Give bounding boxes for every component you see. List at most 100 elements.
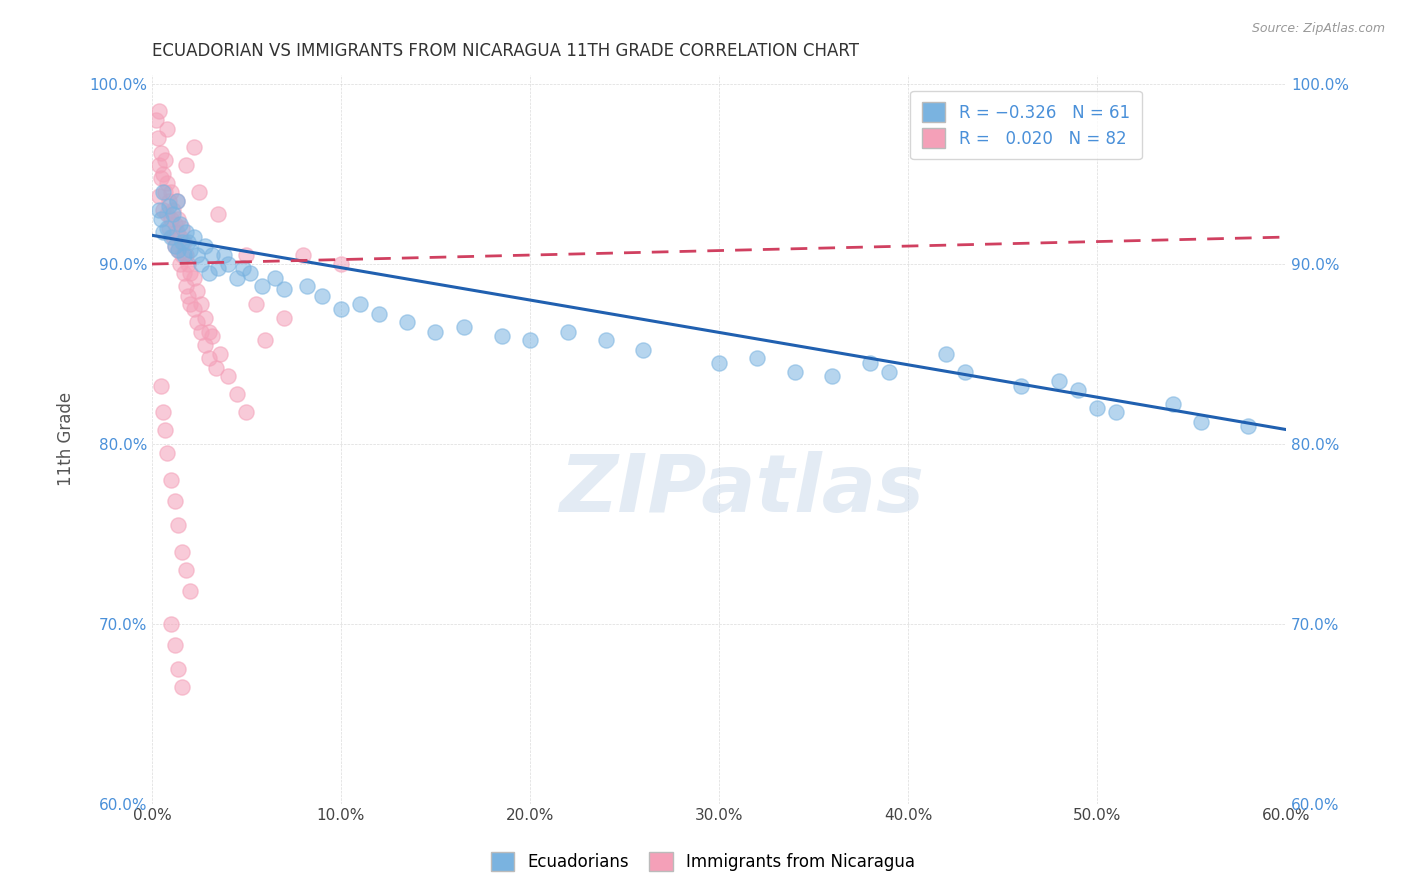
Point — [169, 218, 191, 232]
Point — [205, 361, 228, 376]
Point — [172, 680, 194, 694]
Point — [163, 239, 186, 253]
Point — [183, 271, 205, 285]
Point — [250, 278, 273, 293]
Point — [212, 248, 235, 262]
Point — [163, 494, 186, 508]
Point — [160, 230, 183, 244]
Point — [329, 301, 352, 316]
Point — [152, 185, 174, 199]
Point — [273, 311, 295, 326]
Point — [167, 517, 190, 532]
Point — [953, 365, 976, 379]
Legend: Ecuadorians, Immigrants from Nicaragua: Ecuadorians, Immigrants from Nicaragua — [482, 843, 924, 880]
Point — [152, 404, 174, 418]
Point — [150, 212, 173, 227]
Point — [167, 243, 190, 257]
Point — [239, 266, 262, 280]
Point — [190, 257, 212, 271]
Point — [148, 158, 170, 172]
Point — [156, 446, 179, 460]
Point — [453, 320, 475, 334]
Point — [162, 203, 184, 218]
Point — [177, 235, 200, 250]
Point — [179, 266, 201, 280]
Point — [172, 545, 194, 559]
Point — [194, 311, 217, 326]
Point — [153, 185, 176, 199]
Point — [633, 343, 655, 358]
Point — [263, 271, 285, 285]
Legend: R = −0.326   N = 61, R =   0.020   N = 82: R = −0.326 N = 61, R = 0.020 N = 82 — [911, 91, 1142, 160]
Point — [174, 248, 197, 262]
Point — [859, 356, 882, 370]
Point — [1105, 404, 1128, 418]
Point — [877, 365, 900, 379]
Point — [745, 351, 768, 365]
Point — [163, 239, 186, 253]
Point — [166, 194, 188, 208]
Point — [935, 347, 957, 361]
Point — [173, 235, 195, 250]
Point — [197, 326, 219, 340]
Point — [186, 315, 208, 329]
Point — [177, 289, 200, 303]
Point — [197, 351, 219, 365]
Point — [162, 230, 184, 244]
Point — [349, 296, 371, 310]
Point — [707, 356, 730, 370]
Text: ZIPatlas: ZIPatlas — [560, 451, 924, 529]
Point — [235, 404, 257, 418]
Point — [167, 243, 190, 257]
Point — [207, 260, 229, 275]
Text: Source: ZipAtlas.com: Source: ZipAtlas.com — [1251, 22, 1385, 36]
Point — [179, 296, 201, 310]
Point — [1067, 383, 1090, 397]
Point — [254, 333, 277, 347]
Point — [179, 584, 201, 599]
Y-axis label: 11th Grade: 11th Grade — [58, 392, 75, 486]
Point — [197, 266, 219, 280]
Point — [174, 158, 197, 172]
Point — [152, 225, 174, 239]
Point — [150, 145, 173, 160]
Point — [174, 563, 197, 577]
Point — [153, 153, 176, 167]
Point — [783, 365, 806, 379]
Point — [245, 296, 267, 310]
Point — [157, 221, 180, 235]
Point — [174, 278, 197, 293]
Point — [166, 194, 188, 208]
Point — [201, 329, 224, 343]
Point — [207, 207, 229, 221]
Point — [156, 221, 179, 235]
Point — [226, 271, 249, 285]
Point — [145, 113, 167, 128]
Point — [172, 248, 194, 262]
Point — [190, 326, 212, 340]
Point — [188, 185, 211, 199]
Point — [174, 225, 197, 239]
Point — [183, 301, 205, 316]
Point — [172, 221, 194, 235]
Point — [425, 326, 447, 340]
Point — [557, 326, 579, 340]
Point — [157, 200, 180, 214]
Point — [1047, 374, 1070, 388]
Point — [167, 662, 190, 676]
Point — [226, 386, 249, 401]
Point — [595, 333, 617, 347]
Point — [1010, 379, 1032, 393]
Point — [166, 225, 188, 239]
Point — [150, 379, 173, 393]
Point — [186, 248, 208, 262]
Point — [153, 423, 176, 437]
Point — [186, 284, 208, 298]
Point — [396, 315, 419, 329]
Point — [177, 257, 200, 271]
Point — [160, 212, 183, 227]
Point — [235, 248, 257, 262]
Point — [148, 104, 170, 119]
Point — [160, 185, 183, 199]
Point — [169, 230, 191, 244]
